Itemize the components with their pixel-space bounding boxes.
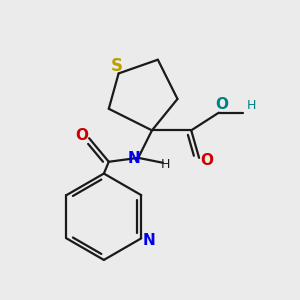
Text: O: O [75,128,88,143]
Text: O: O [200,153,213,168]
Text: H: H [246,99,256,112]
Text: N: N [128,151,141,166]
Text: O: O [215,98,228,112]
Text: S: S [111,57,123,75]
Text: H: H [161,158,170,171]
Text: N: N [143,233,155,248]
